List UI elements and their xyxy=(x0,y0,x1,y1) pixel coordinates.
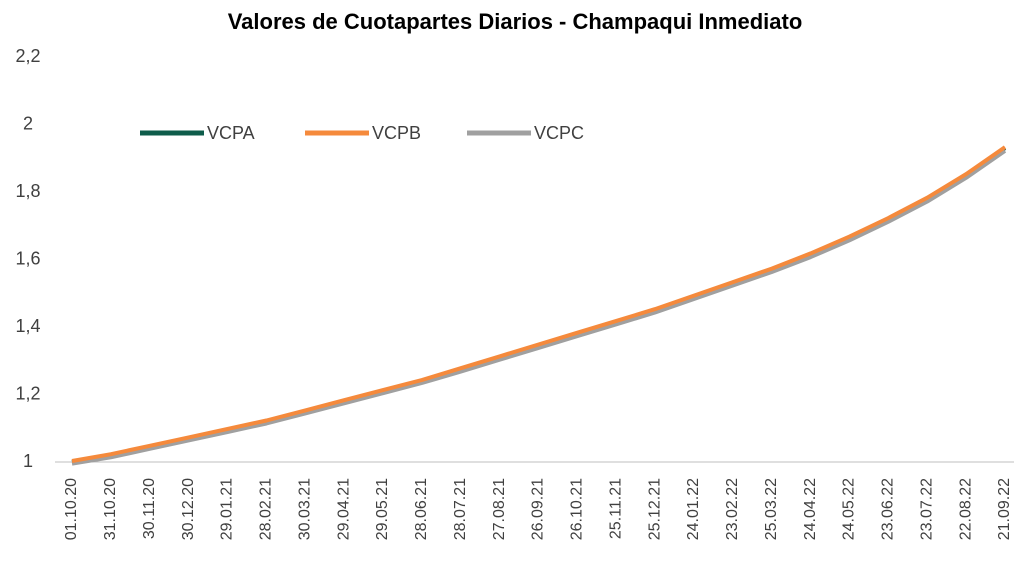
x-tick-label: 23.06.22 xyxy=(880,478,897,540)
series-line xyxy=(71,146,1007,464)
series-line xyxy=(71,149,1007,466)
y-tick-label: 1,6 xyxy=(15,248,40,268)
x-tick-label: 25.12.21 xyxy=(646,478,663,540)
x-tick-label: 30.11.20 xyxy=(141,478,158,539)
y-tick-label: 2,2 xyxy=(15,46,40,66)
x-tick-label: 29.04.21 xyxy=(335,478,352,540)
x-tick-label: 25.11.21 xyxy=(607,478,624,539)
x-tick-label: 31.10.20 xyxy=(102,478,119,540)
y-tick-label: 1,8 xyxy=(15,181,40,201)
x-tick-label: 24.05.22 xyxy=(841,478,858,540)
x-tick-label: 28.02.21 xyxy=(258,478,275,540)
x-tick-label: 01.10.20 xyxy=(63,478,80,540)
x-tick-label: 22.08.22 xyxy=(957,478,974,540)
y-tick-label: 2 xyxy=(23,113,33,133)
x-tick-label: 28.07.21 xyxy=(452,478,469,540)
x-tick-label: 26.10.21 xyxy=(569,478,586,540)
x-tick-label: 24.04.22 xyxy=(802,478,819,540)
x-tick-label: 30.03.21 xyxy=(296,478,313,540)
y-tick-label: 1,2 xyxy=(15,383,40,403)
x-tick-label: 29.01.21 xyxy=(219,478,236,540)
chart-title: Valores de Cuotapartes Diarios - Champaq… xyxy=(228,9,803,34)
y-tick-label: 1 xyxy=(23,451,33,471)
x-tick-label: 27.08.21 xyxy=(491,478,508,540)
x-tick-label: 24.01.22 xyxy=(685,478,702,540)
legend-label: VCPA xyxy=(207,123,255,143)
x-tick-label: 21.09.22 xyxy=(996,478,1013,540)
x-tick-label: 28.06.21 xyxy=(413,478,430,540)
legend-label: VCPB xyxy=(372,123,421,143)
x-tick-label: 26.09.21 xyxy=(530,478,547,540)
x-tick-label: 29.05.21 xyxy=(374,478,391,540)
legend-label: VCPC xyxy=(534,123,584,143)
x-tick-label: 25.03.22 xyxy=(763,478,780,540)
x-tick-label: 23.07.22 xyxy=(918,478,935,540)
series-line xyxy=(71,145,1007,463)
x-tick-label: 23.02.22 xyxy=(724,478,741,540)
x-tick-label: 30.12.20 xyxy=(180,478,197,540)
y-tick-label: 1,4 xyxy=(15,316,40,336)
